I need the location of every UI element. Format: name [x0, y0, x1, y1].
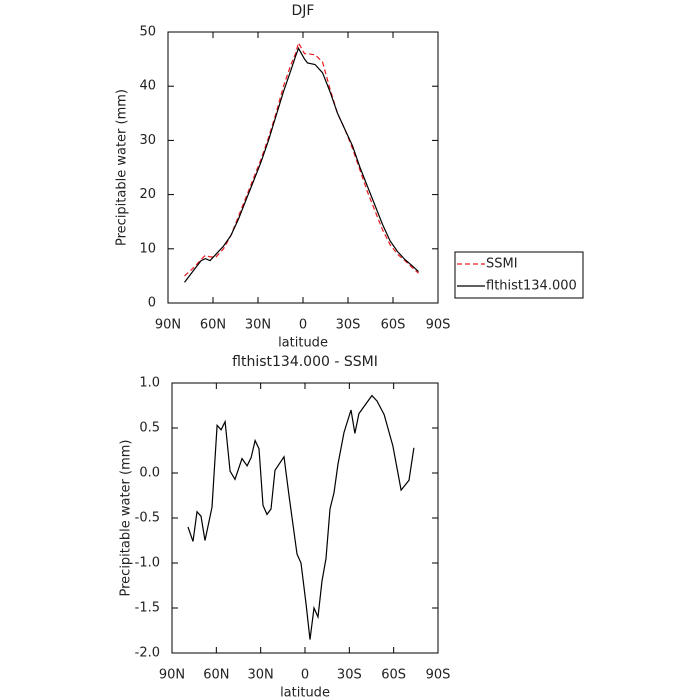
y-tick-label: 50 [139, 25, 156, 40]
x-tick-label: 0 [299, 318, 307, 333]
x-tick-label: 60N [203, 668, 229, 683]
chart-title: flthist134.000 - SSMI [232, 354, 378, 370]
y-axis-label: Precipitable water (mm) [115, 89, 130, 246]
legend-box [454, 251, 584, 299]
x-tick-label: 30S [337, 668, 362, 683]
y-tick-label: -1.5 [135, 601, 160, 616]
data-line [184, 41, 419, 277]
x-tick-label: 90N [155, 318, 181, 333]
y-tick-label: -0.5 [135, 511, 160, 526]
x-tick-label: 60S [381, 668, 406, 683]
chart-title: DJF [292, 3, 315, 19]
y-axis-label: Precipitable water (mm) [119, 440, 134, 597]
y-tick-label: 40 [139, 79, 156, 94]
y-tick-label: 10 [139, 241, 156, 256]
y-tick-label: 0 [148, 296, 156, 311]
y-tick-label: 0.5 [139, 421, 160, 436]
y-tick-label: 0.0 [139, 466, 160, 481]
data-line [187, 394, 415, 640]
x-tick-label: 60S [381, 318, 406, 333]
x-tick-label: 60N [200, 318, 226, 333]
x-tick-label: 30N [248, 668, 274, 683]
y-tick-label: -2.0 [135, 646, 160, 661]
x-tick-label: 90S [426, 318, 451, 333]
y-tick-label: 20 [139, 187, 156, 202]
x-tick-label: 90S [426, 668, 451, 683]
data-line [184, 46, 419, 283]
plot-frame [167, 31, 439, 304]
legend-label: flthist134.000 [486, 279, 577, 294]
x-tick-label: 30S [336, 318, 361, 333]
x-tick-label: 90N [159, 668, 185, 683]
legend-label: SSMI [486, 257, 518, 272]
y-tick-label: 1.0 [139, 376, 160, 391]
x-axis-label: latitude [278, 336, 328, 351]
x-axis-label: latitude [280, 686, 330, 700]
y-tick-label: -1.0 [135, 556, 160, 571]
x-tick-label: 30N [245, 318, 271, 333]
y-tick-label: 30 [139, 133, 156, 148]
plot-frame [171, 382, 439, 654]
x-tick-label: 0 [301, 668, 309, 683]
